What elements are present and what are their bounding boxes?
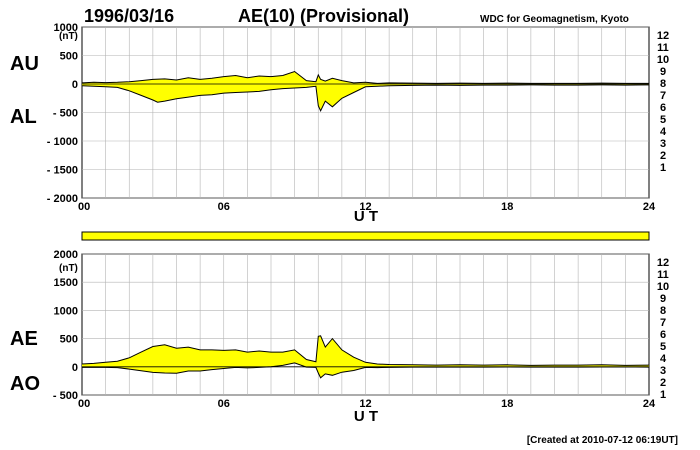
series-al-line xyxy=(81,84,650,112)
au-al-station-level: 9 xyxy=(660,66,666,78)
au-al-y-tick-label: - 2000 xyxy=(47,193,78,205)
created-timestamp: [Created at 2010-07-12 06:19UT] xyxy=(527,435,678,446)
data-source: WDC for Geomagnetism, Kyoto xyxy=(480,14,629,25)
au-al-unit-label: (nT) xyxy=(59,31,78,42)
ae-ao-station-level: 1 xyxy=(660,389,666,401)
data-coverage-bar xyxy=(81,231,650,241)
ae-ao-station-level: 11 xyxy=(657,269,669,281)
au-al-station-level: 8 xyxy=(660,78,666,90)
ae-ao-x-tick-label: 18 xyxy=(501,398,513,410)
au-al-y-tick-label: - 1000 xyxy=(47,136,78,148)
au-al-y-tick-label: 1000 xyxy=(54,22,78,34)
ae-ao-x-tick-label: 12 xyxy=(359,398,371,410)
au-al-station-level: 4 xyxy=(660,126,667,138)
au-al-x-tick-label: 18 xyxy=(501,201,513,213)
ae-ao-unit-label: (nT) xyxy=(59,263,78,274)
ae-ao-y-tick-label: 2000 xyxy=(54,249,78,261)
ae-ao-station-level: 10 xyxy=(657,281,669,293)
au-al-station-level: 3 xyxy=(660,138,666,150)
au-al-station-level: 6 xyxy=(660,102,666,114)
ae-ao-y-tick-label: 1000 xyxy=(54,305,78,317)
au-al-y-tick-label: - 500 xyxy=(53,108,78,120)
ae-ao-station-level: 4 xyxy=(660,353,667,365)
ae-ao-y-tick-label: 500 xyxy=(60,334,78,346)
ae-ao-station-level: 2 xyxy=(660,377,666,389)
au-label: AU xyxy=(10,53,39,75)
au-al-x-tick-label: 24 xyxy=(643,201,656,213)
al-label: AL xyxy=(10,106,37,128)
au-al-y-tick-label: 500 xyxy=(60,51,78,63)
ae-ao-fill xyxy=(82,335,649,378)
au-al-x-tick-label: 12 xyxy=(359,201,371,213)
au-al-station-level: 11 xyxy=(657,42,669,54)
ae-ao-station-level: 5 xyxy=(660,341,666,353)
au-al-y-tick-label: - 1500 xyxy=(47,165,78,177)
au-al-station-level: 10 xyxy=(657,54,669,66)
series-ae-line xyxy=(81,335,650,366)
ae-ao-x-tick-label: 24 xyxy=(643,398,656,410)
au-al-fill xyxy=(82,71,649,111)
ae-ao-y-tick-label: - 500 xyxy=(53,390,78,402)
ae-ao-station-level: 3 xyxy=(660,365,666,377)
au-al-x-ticks: 00 06 12 18 24 xyxy=(78,201,656,213)
au-al-station-level: 2 xyxy=(660,150,666,162)
ae-ao-x-ticks: 00 06 12 18 24 xyxy=(78,398,656,410)
ae-ao-y-tick-label: 1500 xyxy=(54,277,78,289)
ae-ao-x-tick-label: 06 xyxy=(218,398,230,410)
au-al-x-axis-label: U T xyxy=(354,208,378,225)
au-al-y-tick-label: 0 xyxy=(72,79,78,91)
ae-ao-station-level: 7 xyxy=(660,317,666,329)
plot-title: AE(10) (Provisional) xyxy=(238,6,409,26)
ae-ao-station-level: 9 xyxy=(660,293,666,305)
series-au-line xyxy=(81,70,649,84)
au-al-area xyxy=(81,70,650,112)
au-al-station-level: 12 xyxy=(657,30,669,42)
ae-label: AE xyxy=(10,328,38,350)
ae-ao-station-level: 8 xyxy=(660,305,666,317)
au-al-station-level: 5 xyxy=(660,114,666,126)
ae-ao-x-tick-label: 00 xyxy=(78,398,90,410)
au-al-x-tick-label: 06 xyxy=(218,201,230,213)
au-al-y-ticks: 1000 500 0 - 500 - 1000 - 1500 - 2000 xyxy=(47,22,78,205)
au-al-station-level: 1 xyxy=(660,162,666,174)
ae-ao-y-ticks: 2000 1500 1000 500 0 - 500 xyxy=(53,249,78,402)
ae-ao-station-level: 12 xyxy=(657,257,669,269)
ae-ao-area xyxy=(81,335,650,379)
plot-date: 1996/03/16 xyxy=(84,6,174,26)
ae-ao-x-axis-label: U T xyxy=(354,408,378,425)
au-al-station-level: 7 xyxy=(660,90,666,102)
ae-ao-station-level: 6 xyxy=(660,329,666,341)
ao-label: AO xyxy=(10,373,40,395)
ae-ao-y-tick-label: 0 xyxy=(72,362,78,374)
au-al-x-tick-label: 00 xyxy=(78,201,90,213)
